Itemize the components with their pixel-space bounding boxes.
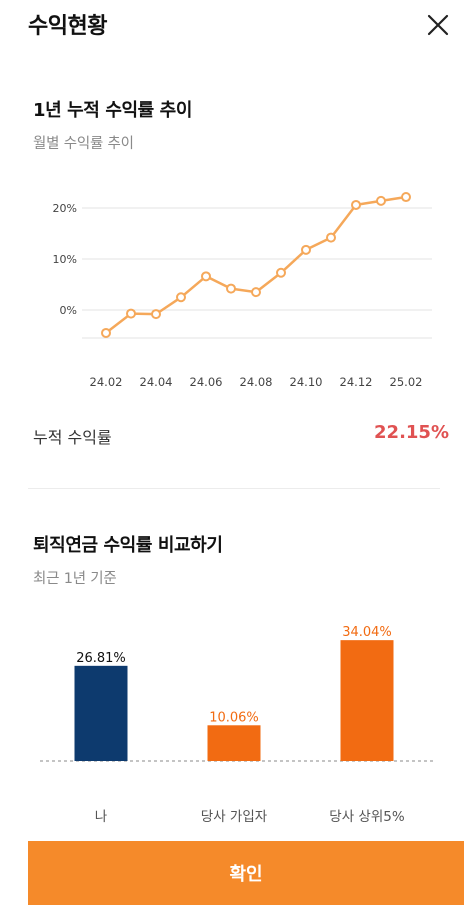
compare-section-subtitle: 최근 1년 기준 [33,571,117,587]
data-point [201,271,211,282]
bar [74,665,128,761]
section-divider [28,488,440,489]
x-tick-label: 24.10 [290,375,323,389]
x-tick-label: 25.02 [390,375,423,389]
data-point [151,309,161,320]
bar-chart: 26.81% 10.06% 34.04% 나 당사 가입자 당사 상위5% [40,625,434,825]
bar-category-label: 당사 상위5% [329,809,405,825]
page-title: 수익현황 [28,14,107,39]
bar-category-label: 나 [95,809,107,825]
data-point [176,292,186,303]
compare-section-title: 퇴직연금 수익률 비교하기 [33,535,223,556]
x-tick-label: 24.04 [140,375,173,389]
data-point [376,195,386,206]
trend-section-title: 1년 누적 수익률 추이 [33,100,193,121]
x-tick-label: 24.02 [90,375,123,389]
y-tick-label: 0% [60,304,77,317]
data-point [126,308,136,319]
close-icon[interactable] [423,10,453,40]
data-point [251,287,261,298]
data-point [101,327,111,338]
y-tick-label: 10% [53,253,77,266]
confirm-button[interactable]: 확인 [28,841,464,905]
bar [340,640,394,761]
data-point [326,232,336,243]
bar-category-label: 당사 가입자 [201,809,268,825]
close-button[interactable] [423,10,453,40]
y-tick-label: 20% [53,202,77,215]
line-chart: 20% 10% 0% 24.02 24.04 24.06 24.08 24.10 24.12 2… [53,192,432,389]
data-point [301,244,311,255]
data-point [226,283,236,294]
cumulative-return-label: 누적 수익률 [33,428,112,447]
bar [207,725,261,761]
trend-section-subtitle: 월별 수익률 추이 [33,136,134,152]
cumulative-return-value: 22.15% [374,422,449,443]
x-tick-label: 24.12 [340,375,373,389]
x-tick-label: 24.06 [190,375,223,389]
bar-value-label: 26.81% [76,651,126,666]
data-point [351,199,361,210]
x-tick-label: 24.08 [240,375,273,389]
bar-value-label: 34.04% [342,625,392,640]
bar-value-label: 10.06% [209,710,259,725]
data-point [401,192,411,203]
data-point [276,267,286,278]
